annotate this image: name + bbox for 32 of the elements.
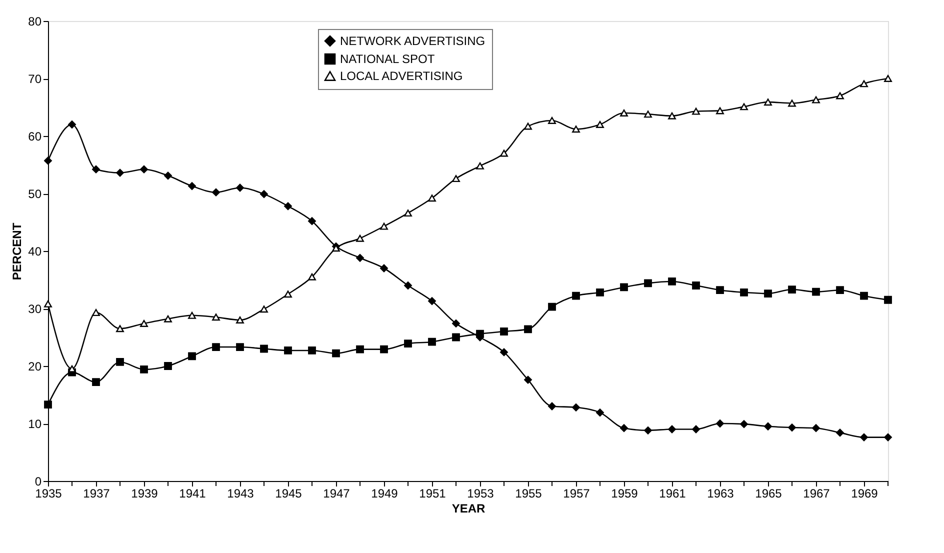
x-tick-label: 1947 (323, 486, 350, 500)
x-tick-label: 1961 (659, 486, 686, 500)
y-tick-label: 20 (28, 360, 42, 374)
x-tick-label: 1949 (371, 486, 398, 500)
x-tick-label: 1959 (611, 486, 638, 500)
y-tick-label: 80 (28, 14, 42, 28)
y-tick-label: 50 (28, 187, 42, 201)
y-tick-label: 30 (28, 302, 42, 316)
x-tick-label: 1935 (35, 486, 62, 500)
legend-label: NATIONAL SPOT (340, 52, 436, 66)
x-axis-title: YEAR (452, 502, 486, 516)
y-axis-title: PERCENT (10, 222, 24, 280)
x-tick-label: 1941 (179, 486, 206, 500)
y-tick-label: 60 (28, 130, 42, 144)
y-tick-label: 40 (28, 244, 42, 258)
x-tick-label: 1965 (755, 486, 782, 500)
x-tick-label: 1967 (803, 486, 830, 500)
x-tick-label: 1969 (851, 486, 878, 500)
legend-label: LOCAL ADVERTISING (340, 69, 463, 83)
x-tick-label: 1939 (131, 486, 158, 500)
x-tick-label: 1951 (419, 486, 446, 500)
legend-label: NETWORK ADVERTISING (340, 34, 486, 48)
x-tick-label: 1937 (83, 486, 110, 500)
y-tick-label: 70 (28, 72, 42, 86)
y-tick-label: 10 (28, 417, 42, 431)
x-tick-label: 1953 (467, 486, 494, 500)
x-tick-label: 1955 (515, 486, 542, 500)
x-tick-label: 1963 (707, 486, 734, 500)
x-tick-label: 1945 (275, 486, 302, 500)
x-tick-label: 1957 (563, 486, 590, 500)
x-tick-label: 1943 (227, 486, 254, 500)
y-tick-label: 0 (34, 474, 42, 488)
